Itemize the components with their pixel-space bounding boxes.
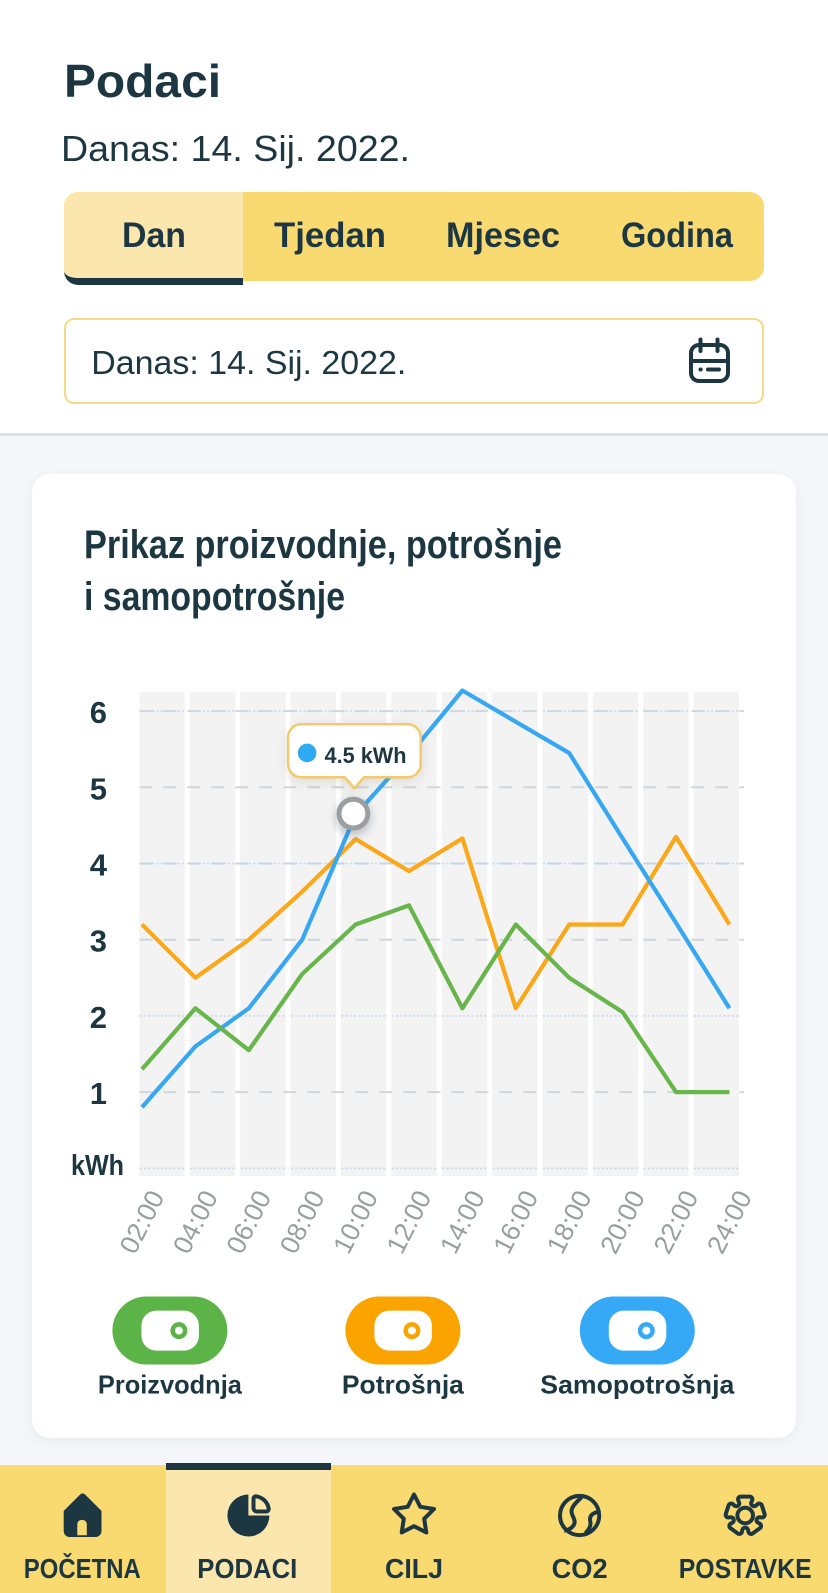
svg-text:4: 4 — [90, 848, 108, 883]
svg-text:Godina: Godina — [621, 216, 733, 255]
svg-text:PODACI: PODACI — [197, 1553, 297, 1584]
svg-text:3: 3 — [90, 924, 107, 959]
svg-text:Potrošnja: Potrošnja — [342, 1370, 465, 1400]
svg-text:Danas: 14. Sij. 2022.: Danas: 14. Sij. 2022. — [91, 344, 406, 381]
svg-text:Samopotrošnja: Samopotrošnja — [540, 1370, 735, 1400]
svg-text:Mjesec: Mjesec — [446, 216, 560, 255]
svg-text:4.5 kWh: 4.5 kWh — [325, 743, 407, 768]
svg-text:Proizvodnja: Proizvodnja — [98, 1370, 243, 1400]
svg-text:Dan: Dan — [122, 216, 186, 255]
svg-text:POČETNA: POČETNA — [24, 1552, 141, 1584]
svg-text:kWh: kWh — [71, 1150, 124, 1182]
svg-text:POSTAVKE: POSTAVKE — [679, 1553, 812, 1584]
svg-text:i samopotrošnje: i samopotrošnje — [84, 575, 345, 619]
svg-text:5: 5 — [90, 771, 107, 806]
svg-text:CO2: CO2 — [552, 1553, 608, 1584]
svg-text:Danas: 14. Sij. 2022.: Danas: 14. Sij. 2022. — [61, 128, 410, 169]
svg-text:Podaci: Podaci — [64, 55, 221, 107]
svg-text:Tjedan: Tjedan — [274, 216, 386, 255]
svg-text:CILJ: CILJ — [385, 1553, 443, 1584]
svg-text:1: 1 — [90, 1076, 107, 1111]
svg-text:Prikaz proizvodnje, potrošnje: Prikaz proizvodnje, potrošnje — [84, 523, 562, 567]
svg-text:6: 6 — [90, 695, 107, 730]
svg-text:2: 2 — [90, 1000, 107, 1035]
